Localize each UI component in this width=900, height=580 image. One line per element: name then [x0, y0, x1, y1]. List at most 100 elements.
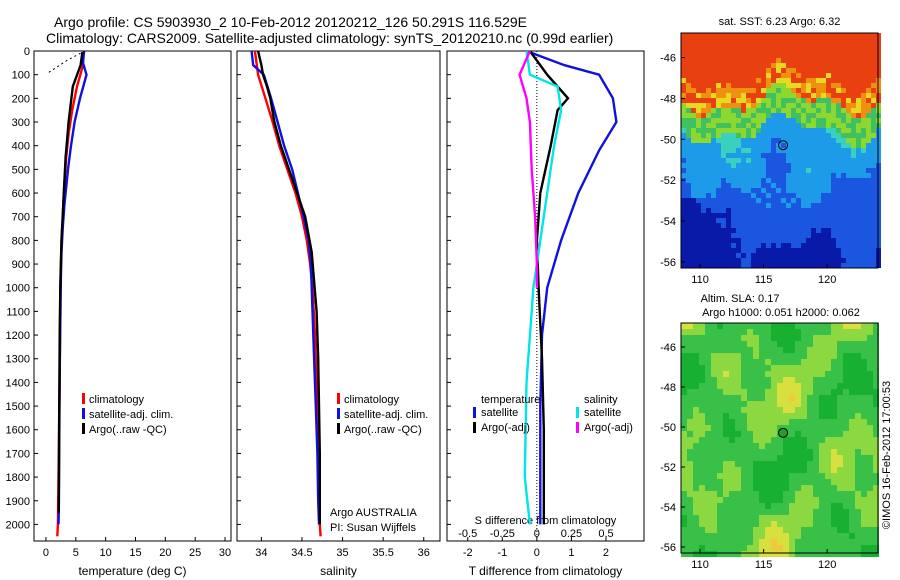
map-cell [821, 178, 826, 183]
map-cell [801, 248, 806, 253]
map-cell [813, 473, 819, 479]
map-cell [776, 88, 781, 93]
map-cell [761, 73, 766, 78]
map-cell [741, 407, 747, 413]
map-cell [716, 223, 721, 228]
map-cell [825, 509, 831, 515]
map-cell [681, 68, 686, 73]
map-cell [841, 98, 846, 103]
map-cell [841, 208, 846, 213]
map-cell [781, 208, 786, 213]
map-cell [795, 365, 801, 371]
map-cell [721, 213, 726, 218]
map-cell [796, 118, 801, 123]
map-cell [705, 425, 711, 431]
map-cell [681, 497, 687, 503]
map-cell [791, 183, 796, 188]
map-cell [816, 53, 821, 58]
map-cell [856, 58, 861, 63]
map-cell [807, 401, 813, 407]
map-cell [766, 183, 771, 188]
map-cell [711, 208, 716, 213]
map-cell [726, 58, 731, 63]
map-cell [776, 233, 781, 238]
map-cell [813, 431, 819, 437]
map-cell [789, 485, 795, 491]
map-cell [826, 143, 831, 148]
map-lat-label: -50 [660, 422, 676, 434]
map-cell [771, 183, 776, 188]
map-cell [796, 108, 801, 113]
map-cell [741, 383, 747, 389]
map-cell [711, 128, 716, 133]
map-cell [723, 497, 729, 503]
map-cell [717, 533, 723, 539]
map-cell [786, 128, 791, 133]
map-cell [831, 233, 836, 238]
map-cell [866, 98, 871, 103]
map-cell [841, 43, 846, 48]
map-cell [795, 551, 801, 557]
map-cell [747, 335, 753, 341]
map-cell [789, 449, 795, 455]
map-cell [846, 258, 851, 263]
map-cell [866, 178, 871, 183]
map-cell [837, 359, 843, 365]
map-cell [837, 401, 843, 407]
map-cell [856, 178, 861, 183]
map-cell [856, 88, 861, 93]
map-cell [801, 118, 806, 123]
map-cell [837, 347, 843, 353]
x-tick-label: 35.5 [372, 547, 393, 559]
map-cell [711, 68, 716, 73]
map-cell [801, 63, 806, 68]
map-cell [856, 98, 861, 103]
map-cell [756, 218, 761, 223]
map-cell [705, 509, 711, 515]
map-cell [856, 63, 861, 68]
map-cell [831, 153, 836, 158]
map-cell [699, 431, 705, 437]
map-cell [783, 485, 789, 491]
map-cell [786, 118, 791, 123]
map-cell [806, 183, 811, 188]
map-cell [856, 228, 861, 233]
map-cell [765, 491, 771, 497]
map-cell [796, 233, 801, 238]
map-cell [841, 163, 846, 168]
map-cell [855, 347, 861, 353]
map-cell [686, 68, 691, 73]
map-cell [711, 253, 716, 258]
map-cell [687, 371, 693, 377]
map-cell [781, 93, 786, 98]
map-cell [851, 73, 856, 78]
map-cell [789, 407, 795, 413]
map-cell [856, 108, 861, 113]
map-cell [813, 497, 819, 503]
map-cell [807, 425, 813, 431]
map-cell [811, 183, 816, 188]
map-cell [771, 143, 776, 148]
map-cell [851, 78, 856, 83]
map-cell [813, 425, 819, 431]
map-cell [756, 168, 761, 173]
map-cell [751, 58, 756, 63]
map-cell [825, 521, 831, 527]
map-cell [831, 527, 837, 533]
map-cell [741, 223, 746, 228]
map-cell [776, 208, 781, 213]
map-cell [693, 341, 699, 347]
map-cell [723, 395, 729, 401]
map-cell [687, 401, 693, 407]
map-cell [851, 88, 856, 93]
map-cell [796, 183, 801, 188]
map-cell [801, 98, 806, 103]
map-cell [861, 113, 866, 118]
map-cell [789, 533, 795, 539]
map-cell [861, 103, 866, 108]
map-cell [706, 33, 711, 38]
map-cell [851, 183, 856, 188]
map-cell [705, 473, 711, 479]
map-cell [736, 178, 741, 183]
map-cell [861, 148, 866, 153]
